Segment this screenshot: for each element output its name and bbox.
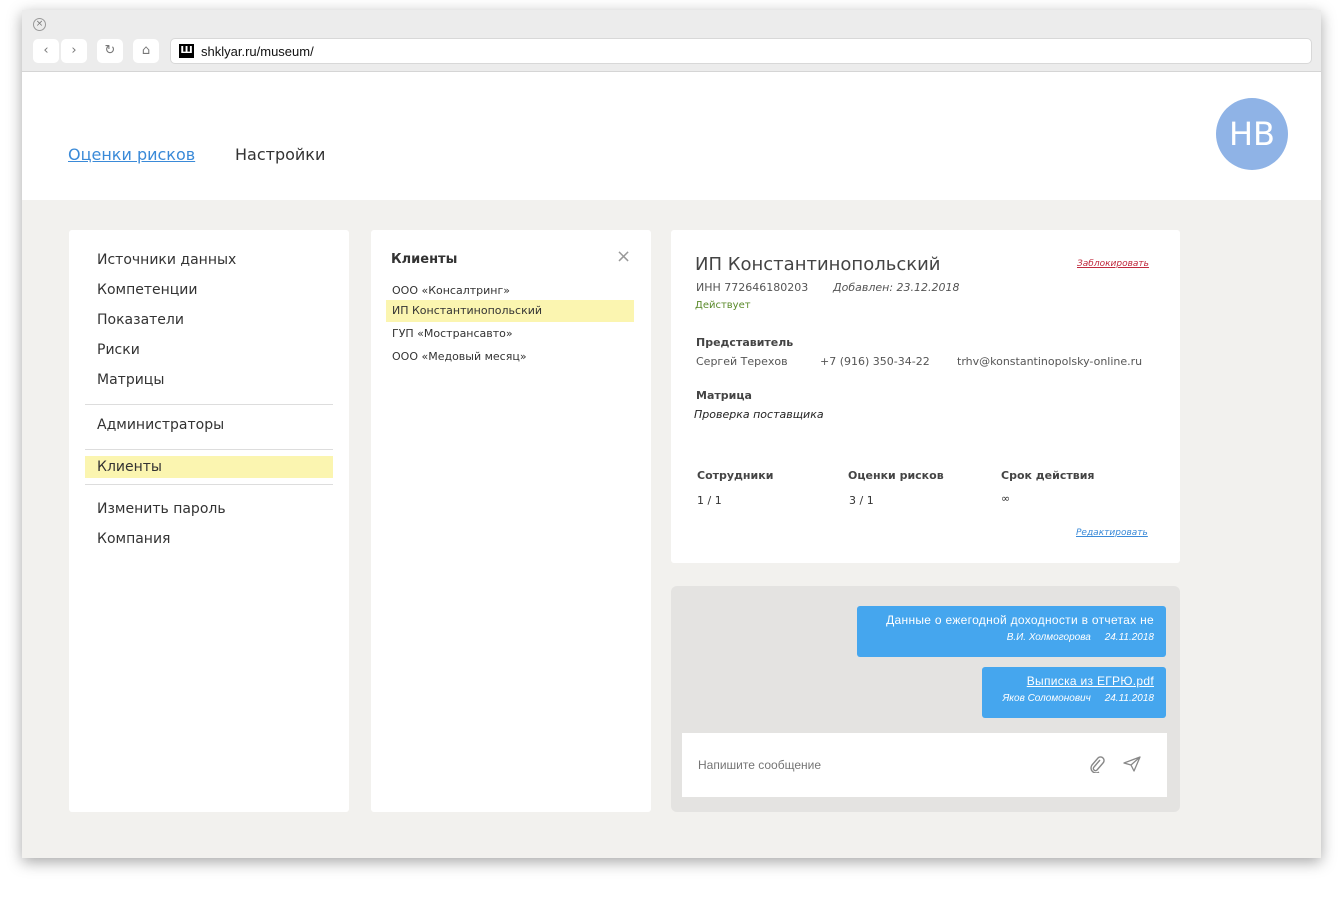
reload-button[interactable]: ↻ <box>97 39 123 63</box>
message-text: Данные о ежегодной доходности в отчетах … <box>886 613 1154 627</box>
sidebar-item-indicators[interactable]: Показатели <box>97 312 184 328</box>
sidebar-item-company[interactable]: Компания <box>97 531 171 547</box>
sidebar-item-data-sources[interactable]: Источники данных <box>97 252 237 268</box>
client-name: ИП Константинопольский <box>695 254 941 275</box>
browser-toolbar: × ‹ › ↻ ⌂ Ш shklyar.ru/museum/ <box>22 10 1321 72</box>
matrix-label: Матрица <box>696 389 752 402</box>
close-icon[interactable]: × <box>616 246 632 267</box>
representative-phone: +7 (916) 350-34-22 <box>820 355 930 368</box>
stat-value: 3 / 1 <box>849 494 874 507</box>
clients-title: Клиенты <box>391 252 458 267</box>
message-meta: Яков Соломонович 24.11.2018 <box>994 693 1154 704</box>
matrix-value: Проверка поставщика <box>694 408 824 421</box>
home-button[interactable]: ⌂ <box>133 39 159 63</box>
status-badge: Действует <box>695 300 751 311</box>
client-added-date: Добавлен: 23.12.2018 <box>833 281 960 294</box>
representative-email[interactable]: trhv@konstantinopolsky-online.ru <box>957 355 1143 368</box>
file-link[interactable]: Выписка из ЕГРЮ.pdf <box>1026 674 1154 688</box>
divider <box>85 484 333 485</box>
sidebar-item-competencies[interactable]: Компетенции <box>97 282 198 298</box>
message-input[interactable] <box>698 753 1068 777</box>
stat-label: Сотрудники <box>697 469 774 482</box>
client-item[interactable]: ГУП «Мострансавто» <box>392 327 513 340</box>
stat-value: 1 / 1 <box>697 494 722 507</box>
client-item[interactable]: ИП Константинопольский <box>386 300 634 322</box>
address-bar[interactable]: Ш shklyar.ru/museum/ <box>170 38 1312 64</box>
sidebar-item-risks[interactable]: Риски <box>97 342 140 358</box>
nav-risk-assessments[interactable]: Оценки рисков <box>68 145 196 164</box>
chat-panel: Данные о ежегодной доходности в отчетах … <box>671 586 1180 812</box>
stat-value: ∞ <box>1001 492 1011 505</box>
nav-settings[interactable]: Настройки <box>235 145 326 164</box>
stat-label: Оценки рисков <box>848 469 944 482</box>
page-header: Оценки рисков Настройки НВ <box>22 72 1321 200</box>
message-composer <box>682 733 1167 797</box>
message-meta: В.И. Холмогорова 24.11.2018 <box>869 632 1154 643</box>
block-link[interactable]: Заблокировать <box>1077 259 1149 269</box>
message-author: В.И. Холмогорова <box>1006 632 1091 643</box>
message-author: Яков Соломонович <box>1002 693 1091 704</box>
message-date: 24.11.2018 <box>1104 632 1154 643</box>
representative-name: Сергей Терехов <box>696 355 788 368</box>
sidebar-item-matrices[interactable]: Матрицы <box>97 372 165 388</box>
forward-button[interactable]: › <box>61 39 87 63</box>
sidebar: Источники данных Компетенции Показатели … <box>69 230 349 812</box>
chat-message: Выписка из ЕГРЮ.pdf Яков Соломонович 24.… <box>982 667 1166 718</box>
client-item[interactable]: ООО «Медовый месяц» <box>392 350 527 363</box>
client-detail-card: ИП Константинопольский Заблокировать ИНН… <box>671 230 1180 563</box>
sidebar-item-change-password[interactable]: Изменить пароль <box>97 501 226 517</box>
avatar[interactable]: НВ <box>1216 98 1288 170</box>
clients-panel: Клиенты × ООО «Консалтринг» ИП Константи… <box>371 230 651 812</box>
url-text: shklyar.ru/museum/ <box>201 44 314 59</box>
sidebar-item-admins[interactable]: Администраторы <box>97 417 225 433</box>
edit-link[interactable]: Редактировать <box>1076 528 1148 538</box>
sidebar-item-clients[interactable]: Клиенты <box>85 456 333 478</box>
divider <box>85 404 333 405</box>
back-button[interactable]: ‹ <box>33 39 59 63</box>
divider <box>85 449 333 450</box>
representative-label: Представитель <box>696 336 794 349</box>
send-icon[interactable] <box>1123 755 1141 773</box>
chat-message: Данные о ежегодной доходности в отчетах … <box>857 606 1166 657</box>
close-window-icon[interactable]: × <box>33 18 46 31</box>
browser-window: × ‹ › ↻ ⌂ Ш shklyar.ru/museum/ Оценки ри… <box>22 10 1321 858</box>
site-favicon-icon: Ш <box>179 44 194 58</box>
client-item[interactable]: ООО «Консалтринг» <box>392 284 510 297</box>
client-inn: ИНН 772646180203 <box>696 281 809 294</box>
stat-label: Срок действия <box>1001 469 1095 482</box>
message-date: 24.11.2018 <box>1104 693 1154 704</box>
paperclip-icon[interactable] <box>1088 755 1106 773</box>
